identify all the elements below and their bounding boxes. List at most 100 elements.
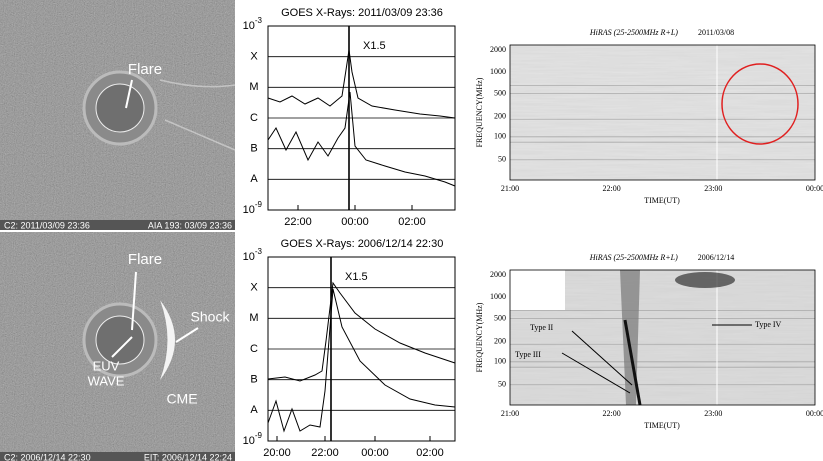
ejecta (159, 79, 236, 151)
y-tick-label: 100 (494, 357, 506, 366)
y-tick-label: 500 (494, 88, 506, 97)
base: 10 (243, 251, 255, 263)
x-tick-label: 00:00 (806, 184, 823, 193)
title-text: HiRAS (25-2500MHz R+L) (589, 253, 678, 262)
exponent: -3 (255, 16, 263, 25)
highlight-circle (721, 63, 799, 145)
annotation: Type III (515, 350, 541, 359)
x-axis-label: TIME(UT) (644, 196, 680, 205)
base: 10 (243, 20, 255, 32)
flux-curve (267, 288, 456, 433)
x-tick-label: 21:00 (501, 184, 519, 193)
x-tick-label: 22:00 (603, 184, 621, 193)
class-label: A (250, 173, 258, 185)
y-tick-label: 100 (494, 132, 506, 141)
no-data (510, 270, 565, 310)
x-tick-label: 20:00 (263, 447, 291, 459)
arrow (131, 271, 137, 331)
y-tick-label: 50 (498, 155, 506, 164)
x-tick-label: 23:00 (704, 409, 722, 418)
y-axis-label: FREQUENCY(MHz) (475, 77, 484, 147)
class-label: M (249, 312, 258, 324)
shock-front (160, 300, 175, 380)
x-tick-label: 22:00 (311, 447, 339, 459)
exponent: -9 (255, 431, 263, 440)
base: 10 (243, 204, 255, 216)
caption-bar (0, 220, 235, 230)
x-axis-label: TIME(UT) (644, 421, 680, 430)
annotation: X1.5 (363, 40, 386, 52)
image-label: WAVE (88, 373, 125, 388)
arrow (111, 336, 133, 358)
radio-spectrogram: HiRAS (25-2500MHz R+L) 2011/03/0820001000… (475, 28, 823, 205)
caption: C2: 2006/12/14 22:30 (4, 452, 91, 461)
y-tick-label: 2000 (490, 270, 506, 279)
image-label: CME (166, 391, 197, 407)
type-ii (623, 319, 642, 406)
flux-curve (267, 281, 456, 382)
class-label: C (250, 112, 258, 124)
image-label: Shock (191, 309, 231, 325)
image-label: Flare (128, 251, 162, 268)
arrow (175, 327, 199, 343)
y-limit-label: 10-9 (243, 431, 263, 447)
y-tick-label: 200 (494, 336, 506, 345)
y-limit-label: 10-3 (243, 16, 263, 32)
coronagraph-image: Flare C2: 2011/03/09 23:36 AIA 193: 03/09 … (0, 0, 236, 230)
class-label: B (250, 374, 257, 386)
annotation: Type IV (755, 320, 782, 329)
plot-title: HiRAS (25-2500MHz R+L) 2006/12/14 (589, 253, 735, 262)
y-tick-label: 2000 (490, 45, 506, 54)
class-label: B (250, 143, 257, 155)
type-iv (675, 272, 735, 288)
arrow (561, 352, 631, 394)
x-tick-label: 02:00 (416, 447, 444, 459)
exponent: -9 (255, 200, 263, 209)
goes-plot: GOES X-Rays: 2006/12/14 22:30XMCBA10-310… (243, 238, 456, 459)
image-label: EUV (93, 358, 120, 373)
y-tick-label: 50 (498, 380, 506, 389)
flux-curve (267, 91, 456, 187)
plot-title: GOES X-Rays: 2011/03/09 23:36 (281, 7, 443, 19)
image-label: Flare (128, 61, 162, 78)
y-tick-label: 500 (494, 313, 506, 322)
annotation: Type II (530, 323, 554, 332)
caption: C2: 2011/03/09 23:36 (4, 220, 90, 230)
x-tick-label: 00:00 (806, 409, 823, 418)
spectrum-noise (510, 45, 815, 180)
class-label: C (250, 343, 258, 355)
x-tick-label: 23:00 (704, 184, 722, 193)
class-label: X (250, 282, 258, 294)
plot-frame (509, 269, 816, 406)
class-label: X (250, 51, 258, 63)
radio-spectrogram: HiRAS (25-2500MHz R+L) 2006/12/14 Type II T… (475, 253, 823, 430)
plot-title: GOES X-Rays: 2006/12/14 22:30 (281, 238, 444, 250)
title-text: HiRAS (25-2500MHz R+L) (589, 28, 678, 37)
x-tick-label: 22:00 (284, 216, 312, 228)
plot-frame (509, 44, 816, 181)
class-label: M (249, 81, 258, 93)
annotation: X1.5 (345, 271, 368, 283)
sun-disk (95, 315, 145, 365)
base: 10 (243, 435, 255, 447)
plot-title: HiRAS (25-2500MHz R+L) 2011/03/08 (589, 28, 734, 37)
caption: EIT: 2006/12/14 22:24 (144, 452, 232, 461)
y-limit-label: 10-9 (243, 200, 263, 216)
sun-disk (95, 83, 145, 133)
y-axis-label: FREQUENCY(MHz) (475, 302, 484, 372)
x-tick-label: 00:00 (361, 447, 389, 459)
y-tick-label: 1000 (490, 292, 506, 301)
x-tick-label: 02:00 (398, 216, 426, 228)
exponent: -3 (255, 247, 263, 256)
x-tick-label: 22:00 (603, 409, 621, 418)
y-tick-label: 1000 (490, 67, 506, 76)
caption: AIA 193: 03/09 23:36 (148, 220, 232, 230)
caption-bar (0, 452, 235, 461)
x-tick-label: 21:00 (501, 409, 519, 418)
y-tick-label: 200 (494, 111, 506, 120)
arrow (125, 79, 133, 109)
goes-plot: GOES X-Rays: 2011/03/09 23:36XMCBA10-310… (243, 7, 456, 228)
